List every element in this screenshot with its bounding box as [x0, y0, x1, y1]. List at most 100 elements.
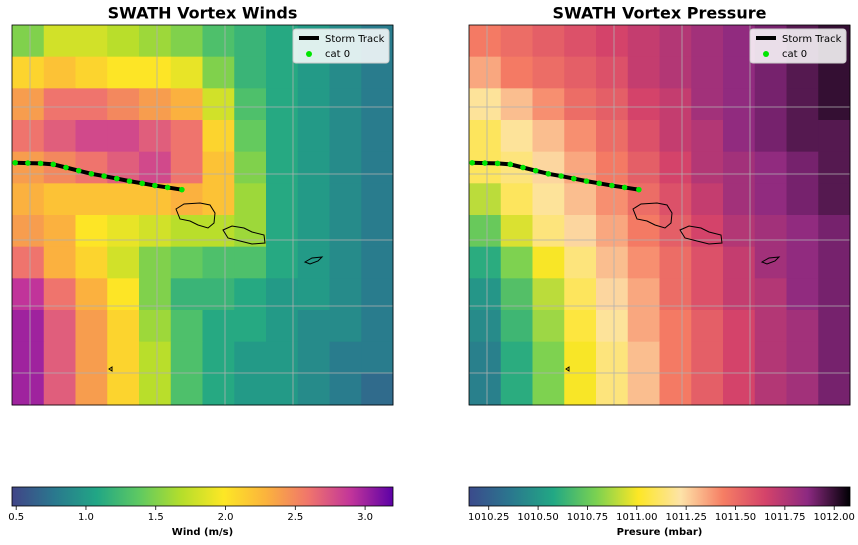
heatmap-cell: [139, 310, 172, 343]
heatmap-cell: [234, 151, 267, 184]
heatmap-cell: [627, 246, 660, 279]
heatmap-cell: [691, 246, 724, 279]
heatmap-cell: [12, 373, 45, 406]
heatmap-cell: [500, 246, 533, 279]
heatmap-cell: [43, 120, 76, 153]
heatmap-cell: [596, 341, 629, 374]
heatmap-cell: [202, 88, 235, 121]
heatmap-cell: [564, 25, 597, 58]
heatmap-cell: [818, 246, 851, 279]
heatmap-cell: [297, 151, 330, 184]
heatmap-cell: [818, 120, 851, 153]
heatmap-cell: [170, 120, 203, 153]
heatmap-cell: [786, 310, 819, 343]
heatmap-cell: [723, 88, 756, 121]
legend-label: cat 0: [325, 49, 350, 60]
heatmap-cell: [361, 278, 394, 311]
heatmap-cell: [754, 120, 787, 153]
heatmap-cell: [818, 88, 851, 121]
colorbar-tick-label: 1011.50: [715, 512, 756, 523]
heatmap-cell: [818, 183, 851, 216]
island: [303, 256, 324, 265]
track-point: [50, 161, 57, 168]
track-point: [609, 182, 615, 189]
heatmap-cell: [532, 246, 565, 279]
heatmap-cell: [170, 373, 203, 406]
heatmap-cell: [139, 151, 172, 184]
heatmap-cell: [234, 56, 267, 89]
heatmap-cell: [107, 120, 140, 153]
heatmap-cell: [691, 183, 724, 216]
heatmap-cell: [329, 151, 362, 184]
heatmap-cell: [500, 25, 533, 58]
heatmap-cell: [469, 278, 502, 311]
heatmap-cell: [297, 120, 330, 153]
heatmap-cell: [107, 215, 140, 248]
heatmap-cell: [202, 310, 235, 343]
track-point: [469, 159, 475, 166]
heatmap-cell: [627, 215, 660, 248]
heatmap-cell: [723, 246, 756, 279]
heatmap-cell: [818, 278, 851, 311]
heatmap-cell: [564, 183, 597, 216]
heatmap-cell: [627, 25, 660, 58]
heatmap-cell: [564, 310, 597, 343]
heatmap-cell: [691, 341, 724, 374]
track-point: [532, 167, 539, 174]
heatmap-cell: [12, 56, 45, 89]
heatmap-cell: [75, 278, 108, 311]
heatmap-cell: [361, 120, 394, 153]
legend-label: cat 0: [782, 49, 807, 60]
colorbar-label: Wind (m/s): [172, 527, 233, 538]
heatmap-cell: [234, 310, 267, 343]
colorbar-label: Presure (mbar): [617, 527, 703, 538]
heatmap-cell: [723, 373, 756, 406]
heatmap-cell: [75, 151, 108, 184]
heatmap-cell: [12, 278, 45, 311]
heatmap-cell: [234, 246, 267, 279]
heatmap-cell: [361, 341, 394, 374]
track-point: [25, 160, 31, 166]
heatmap-cell: [75, 310, 108, 343]
heatmap-cell: [627, 56, 660, 89]
heatmap-cell: [469, 88, 502, 121]
heatmap-cell: [361, 183, 394, 216]
island: [175, 202, 216, 229]
track-point: [596, 180, 602, 187]
heatmap-cell: [234, 120, 267, 153]
heatmap-cell: [818, 151, 851, 184]
heatmap-cell: [266, 246, 299, 279]
heatmap-cell: [754, 151, 787, 184]
colorbar-tick-label: 1010.50: [517, 512, 558, 523]
heatmap-cell: [627, 278, 660, 311]
heatmap-cell: [500, 120, 533, 153]
heatmap-cell: [266, 373, 299, 406]
heatmap-cell: [659, 246, 692, 279]
heatmap-cell: [691, 120, 724, 153]
track-point: [63, 164, 69, 171]
heatmap-cell: [532, 120, 565, 153]
heatmap-cell: [659, 341, 692, 374]
heatmap-cell: [786, 151, 819, 184]
heatmap-cell: [786, 373, 819, 406]
heatmap-cell: [786, 183, 819, 216]
heatmap-cell: [107, 88, 140, 121]
heatmap-cell: [469, 56, 502, 89]
heatmap-cell: [329, 88, 362, 121]
heatmap-cell: [818, 310, 851, 343]
islands: [565, 202, 781, 372]
heatmap-cell: [564, 246, 597, 279]
heatmap-cell: [266, 310, 299, 343]
colorbar-tick-label: 1011.75: [764, 512, 805, 523]
heatmap-cell: [329, 246, 362, 279]
heatmap-cell: [75, 88, 108, 121]
heatmap-cell: [75, 183, 108, 216]
heatmap-cell: [12, 88, 45, 121]
heatmap-cell: [564, 373, 597, 406]
heatmap-cell: [139, 88, 172, 121]
heatmap-cell: [786, 278, 819, 311]
heatmap-cell: [596, 246, 629, 279]
island: [565, 366, 570, 372]
colorbar-tick-label: 0.5: [8, 512, 24, 523]
heatmap-cell: [202, 246, 235, 279]
